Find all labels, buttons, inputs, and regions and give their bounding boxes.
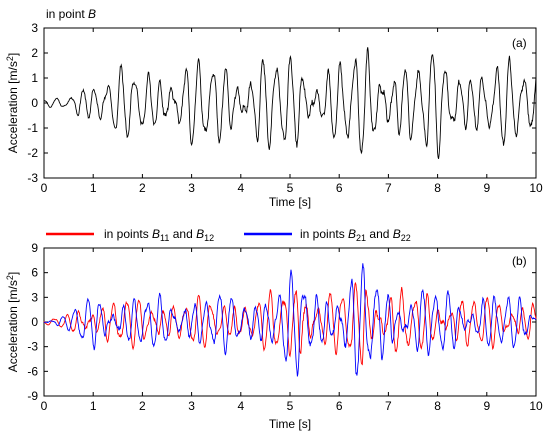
y-axis-label-b: Acceleration [m/s2]	[5, 272, 20, 372]
chart-a-title: in point B	[46, 7, 96, 21]
y-tick-label: -6	[27, 364, 38, 378]
y-tick-label: 9	[31, 241, 38, 255]
x-tick-label: 3	[188, 181, 195, 195]
plot-area-a	[43, 27, 537, 179]
x-tick-label: 2	[139, 181, 146, 195]
legend-label-red: in points B11 and B12	[104, 227, 214, 243]
x-tick-label: 10	[529, 181, 543, 195]
series-group-b	[43, 263, 537, 377]
x-tick-label: 5	[287, 399, 294, 413]
y-axis-label-a: Acceleration [m/s2]	[5, 53, 20, 153]
y-tick-label: -2	[27, 146, 38, 160]
series-line-1	[43, 281, 537, 366]
x-tick-label: 6	[336, 181, 343, 195]
x-tick-label: 2	[139, 399, 146, 413]
y-tick-label: -1	[27, 121, 38, 135]
x-tick-label: 9	[483, 181, 490, 195]
legend-label-blue: in points B21 and B22	[300, 227, 411, 243]
series-group-a	[43, 47, 537, 160]
x-tick-label: 8	[434, 399, 441, 413]
y-tick-labels-a: 3 2 1 0 -1 -2 -3	[27, 21, 38, 185]
y-tick-labels-b: 9 6 3 0 -3 -6 -9	[27, 241, 38, 403]
x-tick-label: 8	[434, 181, 441, 195]
x-tick-label: 0	[41, 399, 48, 413]
x-tick-label: 6	[336, 399, 343, 413]
x-tick-label: 1	[90, 181, 97, 195]
x-tick-label: 7	[385, 399, 392, 413]
x-tick-label: 0	[41, 181, 48, 195]
ticks-a	[43, 27, 537, 179]
x-tick-label: 10	[529, 399, 543, 413]
x-tick-label: 7	[385, 181, 392, 195]
x-tick-label: 3	[188, 399, 195, 413]
panel-tag-a: (a)	[512, 36, 527, 50]
y-tick-label: -3	[27, 340, 38, 354]
y-tick-label: 6	[31, 266, 38, 280]
legend-item-red: in points B11 and B12	[46, 227, 214, 243]
x-axis-label-a: Time [s]	[269, 195, 311, 209]
y-tick-label: 3	[31, 21, 38, 35]
y-tick-label: 3	[31, 290, 38, 304]
series-line-1	[43, 47, 537, 160]
y-tick-label: 1	[31, 71, 38, 85]
x-tick-label: 5	[287, 181, 294, 195]
x-axis-label-b: Time [s]	[269, 417, 311, 431]
legend-item-blue: in points B21 and B22	[244, 227, 411, 243]
x-tick-label: 4	[237, 399, 244, 413]
y-tick-label: 0	[31, 96, 38, 110]
chart-b-legend: in points B11 and B12 in points B21 and …	[46, 227, 411, 243]
x-tick-label: 9	[483, 399, 490, 413]
y-tick-label: -9	[27, 389, 38, 403]
x-tick-label: 4	[237, 181, 244, 195]
x-tick-labels-a: 0 1 2 3 4 5 6 7 8 9 10	[41, 181, 543, 195]
x-tick-labels-b: 0 1 2 3 4 5 6 7 8 9 10	[41, 399, 543, 413]
y-tick-label: -3	[27, 171, 38, 185]
y-tick-label: 0	[31, 315, 38, 329]
chart-panel-b: 9 6 3 0 -3 -6 -9 0 1 2 3 4 5 6 7 8 9 10 (b) Time [s] Acc…	[5, 241, 543, 431]
ticks-b	[43, 247, 537, 397]
panel-tag-b: (b)	[512, 254, 527, 268]
y-tick-label: 2	[31, 46, 38, 60]
series-line-2	[43, 263, 536, 377]
x-tick-label: 1	[90, 399, 97, 413]
